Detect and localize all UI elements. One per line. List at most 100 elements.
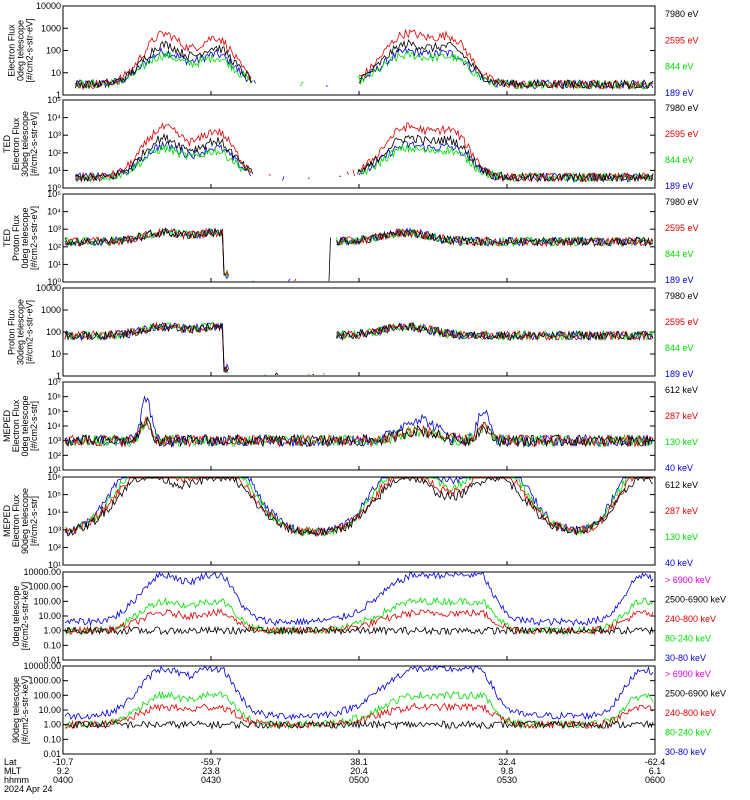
y-axis-label: 30deg telescope	[16, 299, 26, 365]
legend-entry: 80-240 keV	[665, 728, 711, 738]
legend-entry: 189 eV	[665, 369, 694, 379]
y-axis-label: MEPED	[2, 505, 12, 538]
panel-frame	[62, 665, 656, 755]
legend-entry: 844 eV	[665, 62, 694, 72]
y-tick-label: 0.10	[43, 640, 61, 650]
series-trace-black	[64, 719, 654, 730]
panel-5: 10⁷ 10⁶ 10⁵ 10⁴ 10³ 10² 10¹ MEPED Electron Flux 0…	[2, 377, 698, 475]
y-tick-label: 100.00	[33, 596, 61, 606]
legend-entry: 80-240 keV	[665, 634, 711, 644]
y-tick-label: 10000.00	[23, 661, 61, 671]
y-tick-label: 1.00	[43, 720, 61, 730]
panel-8: 10000.00 1000.00 100.00 10.00 1.00 0.10 0.01 90…	[11, 661, 726, 759]
legend-entry: 2500-6900 keV	[665, 595, 726, 605]
y-axis-label: [#/cm2-s-str-eV]	[29, 112, 39, 176]
series-trace-green	[64, 596, 654, 636]
y-tick-label: 0.10	[43, 734, 61, 744]
y-tick-label: 10⁶	[47, 472, 61, 482]
x-tick-mlt: 20.4	[350, 766, 368, 776]
y-tick-label: 10000.00	[23, 567, 61, 577]
y-tick-label: 10¹	[48, 465, 61, 475]
y-tick-label: 1000.00	[28, 676, 61, 686]
series-trace-red	[64, 321, 654, 375]
x-tick-mlt: 9.2	[57, 766, 70, 776]
y-tick-label: 10³	[48, 130, 61, 140]
y-tick-label: 10⁶	[47, 392, 61, 402]
legend-entry: 30-80 keV	[665, 653, 706, 663]
y-axis-label: 90deg telescope	[11, 677, 21, 743]
legend-entry: 844 eV	[665, 249, 694, 259]
y-axis-label: Proton Flux	[7, 308, 17, 355]
panel-4: 10000 1000 100 10 1 Proton Flux 30deg telescop…	[7, 283, 699, 381]
y-tick-label: 10	[51, 68, 61, 78]
y-tick-label: 10⁴	[47, 207, 61, 217]
y-tick-label: 10000	[36, 1, 61, 11]
legend-entry: 7980 eV	[665, 291, 699, 301]
y-tick-label: 10⁵	[47, 95, 61, 105]
x-tick-time: 0400	[53, 775, 73, 785]
y-axis-label: Electron Flux	[11, 399, 21, 452]
y-tick-label: 10²	[48, 148, 61, 158]
y-tick-label: 10³	[48, 224, 61, 234]
legend-entry: 2595 eV	[665, 35, 699, 45]
series-trace-blue	[64, 666, 654, 721]
legend-entry: 189 eV	[665, 275, 694, 285]
x-tick-time: 0600	[645, 775, 665, 785]
x-tick-lat: -10.7	[53, 757, 74, 767]
x-tick-lat: -62.4	[645, 757, 666, 767]
series-trace-red	[64, 227, 654, 282]
panel-7: 10000.00 1000.00 100.00 10.00 1.00 0.10 0.01 0d…	[11, 567, 726, 665]
y-tick-label: 1000	[41, 23, 61, 33]
y-axis-label: 0deg telescope	[20, 207, 30, 268]
series-trace-black	[64, 477, 654, 537]
y-tick-label: 1.00	[43, 626, 61, 636]
series-trace-blue	[75, 47, 654, 90]
y-tick-label: 10³	[48, 436, 61, 446]
panel-frame	[62, 381, 656, 471]
y-tick-label: 100	[46, 46, 61, 56]
x-row-label: Lat	[4, 757, 17, 767]
y-axis-label: [#/cm2-s-str-eV]	[25, 18, 35, 82]
x-tick-time: 0430	[201, 775, 221, 785]
y-axis-label: TED	[2, 134, 12, 153]
panel-frame	[62, 476, 656, 566]
y-tick-label: 10⁰	[47, 183, 61, 193]
y-tick-label: 10⁵	[47, 406, 61, 416]
y-tick-label: 10²	[48, 450, 61, 460]
series-trace-blue	[64, 572, 654, 627]
legend-entry: 7980 eV	[665, 197, 699, 207]
y-tick-label: 0.01	[43, 749, 61, 759]
y-axis-label: Electron Flux	[11, 494, 21, 547]
y-tick-label: 10⁷	[48, 377, 61, 387]
y-tick-label: 1000	[41, 305, 61, 315]
panel-2: 10⁵ 10⁴ 10³ 10² 10¹ 10⁰ TED Electron Flux 30deg …	[2, 95, 699, 193]
y-axis-label: TED	[2, 228, 12, 247]
y-tick-label: 10¹	[48, 259, 61, 269]
legend-entry: 189 eV	[665, 181, 694, 191]
legend-entry: 2595 eV	[665, 317, 699, 327]
y-axis-label: Electron Flux	[11, 117, 21, 170]
y-tick-label: 10¹	[48, 560, 61, 570]
x-row-label: MLT	[4, 766, 22, 776]
y-axis-label: Electron Flux	[7, 24, 17, 77]
panel-frame	[62, 287, 656, 377]
legend-entry: 130 keV	[665, 437, 698, 447]
series-trace-green	[64, 477, 653, 537]
series-trace-red	[64, 702, 654, 730]
legend-entry: 240-800 keV	[665, 614, 716, 624]
y-tick-label: 1000.00	[28, 582, 61, 592]
series-trace-blue	[75, 140, 654, 183]
x-tick-time: 0530	[497, 775, 517, 785]
y-tick-label: 10²	[48, 542, 61, 552]
x-row-label: 2024 Apr 24	[4, 784, 53, 794]
y-tick-label: 1	[56, 371, 61, 381]
panel-3: 10⁵ 10⁴ 10³ 10² 10¹ 10⁰ TED Proton Flux 0deg tel…	[2, 189, 699, 287]
panel-6: 10⁶ 10⁵ 10⁴ 10³ 10² 10¹ MEPED Electron Flux 90de…	[2, 472, 698, 570]
legend-entry: 189 eV	[665, 88, 694, 98]
y-tick-label: 10¹	[48, 165, 61, 175]
legend-entry: 2500-6900 keV	[665, 689, 726, 699]
y-tick-label: 100	[46, 327, 61, 337]
legend-entry: 40 keV	[665, 558, 693, 568]
series-trace-green	[64, 416, 654, 448]
